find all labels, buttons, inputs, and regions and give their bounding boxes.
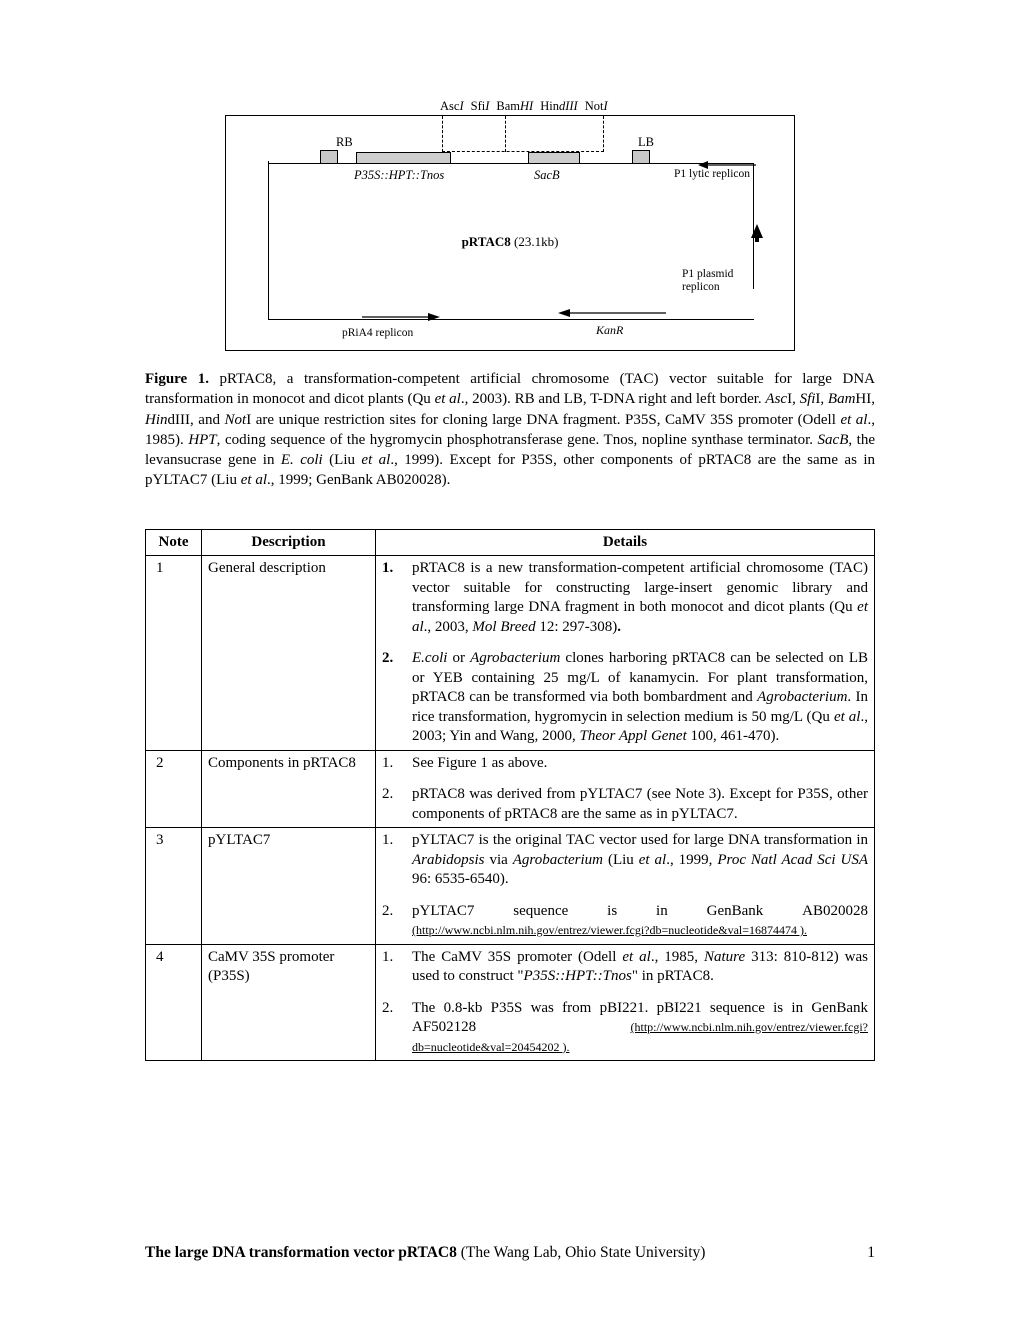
caption-lead: Figure 1. bbox=[145, 371, 209, 387]
lb-label: LB bbox=[638, 134, 654, 150]
vector-name: pRTAC8 (23.1kb) bbox=[226, 234, 794, 251]
footer-text: The large DNA transformation vector pRTA… bbox=[145, 1244, 705, 1262]
caption-body: pRTAC8, a transformation-competent artif… bbox=[145, 371, 875, 488]
p1-plasmid-label: P1 plasmid replicon bbox=[682, 268, 733, 293]
sacb-label: SacB bbox=[534, 167, 560, 183]
rb-label: RB bbox=[336, 134, 353, 150]
table-row: 4 CaMV 35S promoter (P35S) 1.The CaMV 35… bbox=[146, 944, 875, 1061]
note-details: 1.pRTAC8 is a new transformation-compete… bbox=[376, 556, 875, 751]
figure-1-caption: Figure 1. pRTAC8, a transformation-compe… bbox=[145, 369, 875, 491]
sacb-box bbox=[528, 152, 580, 164]
col-details: Details bbox=[376, 529, 875, 556]
note-desc: pYLTAC7 bbox=[202, 828, 376, 945]
page-number: 1 bbox=[867, 1244, 875, 1262]
note-num: 3 bbox=[146, 828, 202, 945]
note-num: 2 bbox=[146, 750, 202, 828]
note-details: 1.The CaMV 35S promoter (Odell et al., 1… bbox=[376, 944, 875, 1061]
table-header-row: Note Description Details bbox=[146, 529, 875, 556]
note-desc: CaMV 35S promoter (P35S) bbox=[202, 944, 376, 1061]
note-details: 1.See Figure 1 as above. 2.pRTAC8 was de… bbox=[376, 750, 875, 828]
col-description: Description bbox=[202, 529, 376, 556]
page: AscI SfiI BamHI HindIII NotI RB LB P35S:… bbox=[0, 0, 1020, 1121]
p1-lytic-label: P1 lytic replicon bbox=[674, 167, 750, 182]
kanr-arrow-icon bbox=[558, 303, 668, 323]
note-desc: General description bbox=[202, 556, 376, 751]
mcs-divider bbox=[505, 116, 506, 152]
table-row: 2 Components in pRTAC8 1.See Figure 1 as… bbox=[146, 750, 875, 828]
rb-box bbox=[320, 150, 338, 164]
col-note: Note bbox=[146, 529, 202, 556]
bottom-bar bbox=[268, 319, 754, 320]
p35s-hpt-tnos-box bbox=[356, 152, 451, 164]
note-num: 4 bbox=[146, 944, 202, 1061]
note-details: 1.pYLTAC7 is the original TAC vector use… bbox=[376, 828, 875, 945]
figure-1-container: AscI SfiI BamHI HindIII NotI RB LB P35S:… bbox=[225, 115, 795, 351]
kanr-label: KanR bbox=[596, 323, 623, 339]
mcs-region bbox=[442, 116, 604, 152]
p35s-hpt-tnos-label: P35S::HPT::Tnos bbox=[354, 167, 444, 183]
table-row: 3 pYLTAC7 1.pYLTAC7 is the original TAC … bbox=[146, 828, 875, 945]
table-row: 1 General description 1.pRTAC8 is a new … bbox=[146, 556, 875, 751]
restriction-enzymes: AscI SfiI BamHI HindIII NotI bbox=[440, 98, 608, 114]
pria4-label: pRiA4 replicon bbox=[342, 326, 413, 341]
note-desc: Components in pRTAC8 bbox=[202, 750, 376, 828]
top-bar bbox=[268, 163, 754, 164]
lb-box bbox=[632, 150, 650, 164]
figure-1-diagram: AscI SfiI BamHI HindIII NotI RB LB P35S:… bbox=[225, 115, 795, 351]
page-footer: The large DNA transformation vector pRTA… bbox=[145, 1244, 875, 1262]
pria4-arrow-icon bbox=[362, 308, 440, 328]
notes-table: Note Description Details 1 General descr… bbox=[145, 529, 875, 1062]
left-vertical bbox=[268, 161, 269, 320]
note-num: 1 bbox=[146, 556, 202, 751]
